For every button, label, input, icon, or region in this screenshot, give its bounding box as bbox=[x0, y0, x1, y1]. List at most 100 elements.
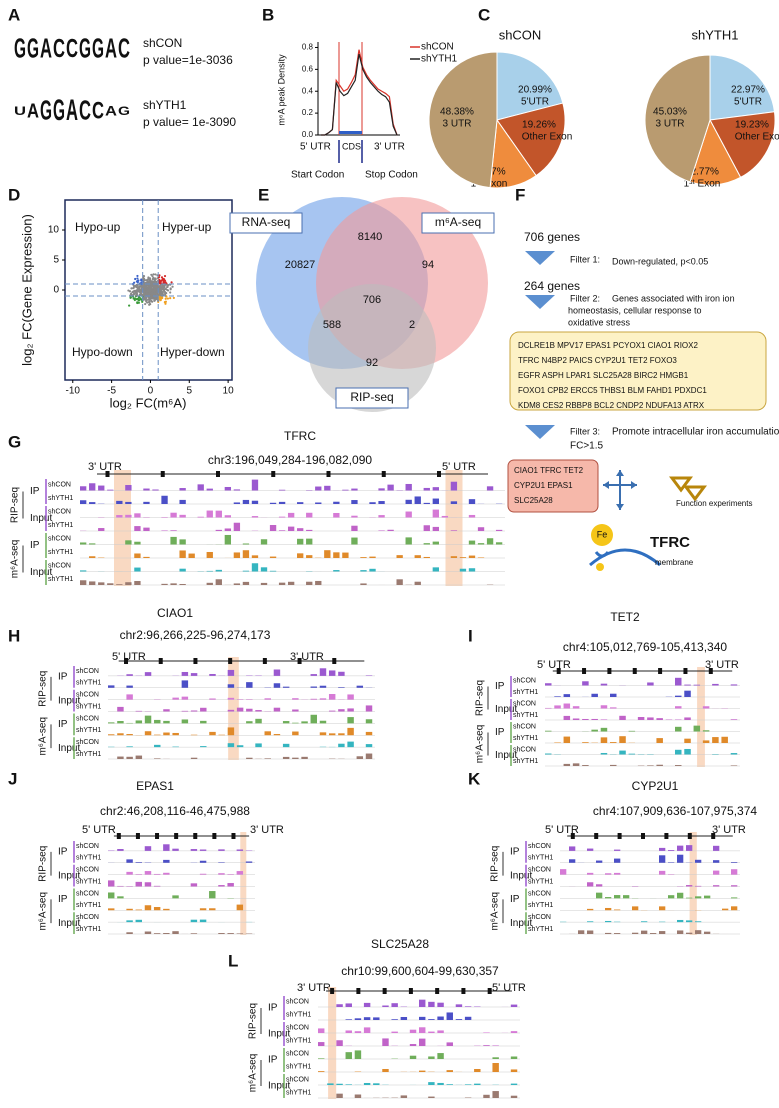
exon bbox=[136, 833, 140, 839]
coverage bbox=[200, 920, 206, 923]
text: shYTH1 bbox=[513, 689, 538, 696]
coverage bbox=[333, 552, 339, 558]
coverage bbox=[647, 765, 654, 766]
coverage bbox=[465, 1084, 471, 1085]
text: IP bbox=[510, 847, 520, 858]
coverage bbox=[424, 488, 430, 491]
coverage bbox=[668, 850, 674, 851]
coverage bbox=[629, 731, 636, 732]
text: 3' UTR bbox=[250, 824, 284, 836]
coverage bbox=[243, 550, 249, 558]
scatter-point bbox=[160, 294, 162, 296]
coverage bbox=[433, 567, 439, 571]
coverage bbox=[451, 556, 457, 558]
coverage bbox=[610, 707, 617, 708]
coverage bbox=[437, 1030, 443, 1033]
text: TFRC bbox=[650, 534, 690, 551]
coverage bbox=[447, 1070, 453, 1072]
arrowhead bbox=[603, 481, 609, 489]
coverage bbox=[686, 920, 692, 922]
coverage bbox=[198, 484, 204, 490]
text: Other Exon bbox=[522, 132, 573, 143]
coverage bbox=[338, 709, 344, 711]
text: shCON bbox=[48, 536, 71, 543]
coverage bbox=[117, 896, 123, 898]
coverage bbox=[154, 735, 160, 736]
coverage bbox=[320, 668, 326, 676]
text: KDM8 CES2 RBBP8 BCL2 CNDP2 NDUFA13 ATRX bbox=[518, 401, 705, 410]
coverage bbox=[433, 542, 439, 545]
coverage bbox=[228, 698, 234, 700]
coverage bbox=[108, 734, 114, 735]
coverage bbox=[191, 883, 197, 886]
text: shYTH1 bbox=[48, 522, 73, 529]
coverage bbox=[228, 710, 234, 712]
scatter-point bbox=[167, 284, 169, 286]
coverage bbox=[351, 538, 357, 545]
text: CYP2U1 bbox=[632, 779, 679, 793]
coverage bbox=[89, 543, 95, 544]
coverage bbox=[265, 758, 271, 759]
coverage bbox=[163, 709, 169, 711]
coverage bbox=[596, 884, 602, 886]
text: Other Exon bbox=[735, 132, 779, 143]
coverage bbox=[126, 872, 132, 875]
coverage bbox=[406, 500, 412, 504]
text: homeostasis, cellular response to bbox=[568, 305, 702, 315]
coverage bbox=[172, 733, 178, 735]
coverage bbox=[297, 528, 303, 531]
coverage bbox=[632, 906, 638, 910]
coverage bbox=[270, 525, 276, 531]
coverage bbox=[246, 861, 252, 862]
coverage bbox=[487, 486, 493, 490]
coverage bbox=[207, 571, 213, 572]
coverage bbox=[125, 515, 131, 518]
coverage bbox=[596, 861, 602, 863]
text: 20.99% bbox=[518, 85, 552, 96]
text: IP bbox=[495, 727, 505, 738]
text: 706 bbox=[363, 294, 381, 306]
coverage bbox=[686, 898, 692, 899]
coverage bbox=[265, 698, 271, 699]
text: E bbox=[258, 185, 269, 204]
coverage bbox=[428, 1002, 434, 1007]
arrowhead bbox=[616, 470, 624, 476]
coverage bbox=[292, 732, 298, 736]
text: 19.23% bbox=[735, 120, 769, 131]
text: m⁶A-seq bbox=[475, 725, 486, 764]
coverage bbox=[179, 515, 185, 518]
coverage bbox=[311, 715, 317, 724]
coverage bbox=[191, 735, 197, 736]
coverage bbox=[126, 746, 132, 747]
coverage bbox=[614, 850, 620, 851]
text: shCON bbox=[76, 867, 99, 874]
coverage bbox=[136, 882, 142, 887]
text: shYTH1 bbox=[76, 902, 101, 909]
coverage bbox=[311, 674, 317, 676]
coverage bbox=[387, 485, 393, 491]
scatter-point bbox=[154, 286, 156, 288]
text: G bbox=[53, 94, 65, 127]
coverage bbox=[424, 525, 430, 531]
coverage bbox=[179, 539, 185, 544]
coverage bbox=[80, 486, 86, 490]
coverage bbox=[252, 501, 258, 504]
text: G bbox=[118, 104, 130, 118]
text: IP bbox=[58, 672, 68, 683]
text: shCON bbox=[513, 701, 536, 708]
text: shYTH1 bbox=[286, 1063, 311, 1070]
coverage bbox=[511, 1069, 517, 1072]
text: shYTH1 bbox=[76, 680, 101, 687]
coverage bbox=[89, 502, 95, 504]
coverage bbox=[209, 908, 215, 910]
coverage bbox=[511, 1096, 517, 1098]
coverage bbox=[478, 543, 484, 544]
text: shCON bbox=[513, 724, 536, 731]
coverage bbox=[306, 530, 312, 531]
text: oxidative stress bbox=[568, 317, 631, 327]
coverage bbox=[191, 933, 197, 934]
coverage bbox=[297, 553, 303, 558]
text: IP bbox=[268, 1055, 278, 1066]
coverage bbox=[227, 883, 233, 886]
coverage bbox=[704, 896, 710, 899]
